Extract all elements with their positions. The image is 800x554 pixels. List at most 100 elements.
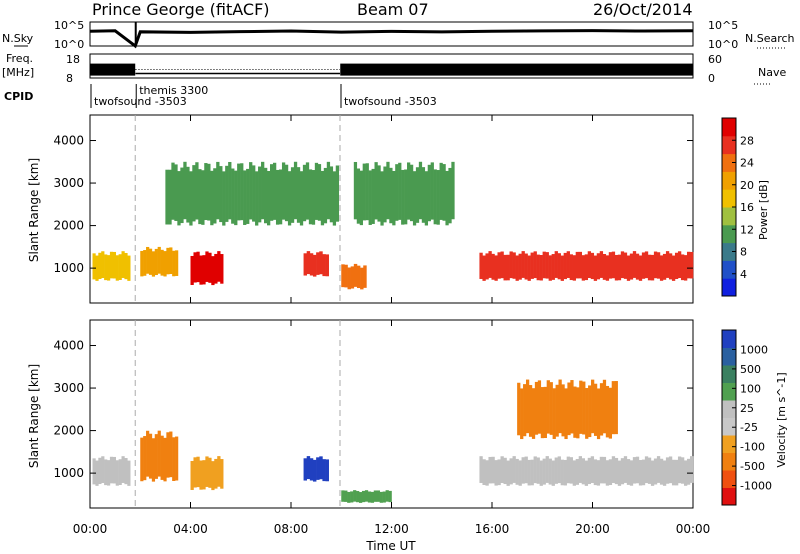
echo-cell [554,457,558,484]
echo-cell [542,458,546,485]
x-tick-label: 00:00 [73,522,108,536]
echo-cell [166,247,170,275]
colorbar-tick-label: 28 [740,134,754,147]
beam-label: Beam 07 [357,0,429,19]
echo-cell [608,459,613,486]
echo-cell [588,385,592,438]
colorbar-cell [722,452,736,471]
echo-cell [506,460,510,486]
echo-cell [124,458,128,485]
echo-cell [421,167,426,223]
echo-cell [267,170,271,226]
echo-cell [614,381,618,435]
echo-cell [287,171,292,226]
echo-cell [575,251,579,279]
echo-cell [491,253,495,280]
echo-cell [578,456,583,483]
echo-cell [542,251,546,279]
echo-cell [520,388,524,440]
echo-cell [415,167,420,223]
colorbar-tick-label: 8 [740,246,747,259]
echo-cell [587,251,592,278]
echo-cell [322,459,326,482]
echo-cell [593,255,598,281]
station-title: Prince George (fitACF) [92,0,270,19]
echo-cell [237,163,241,221]
echo-cell [602,456,607,484]
echo-cell [593,383,598,436]
colorbar-cell [722,487,736,506]
echo-cell [540,387,545,439]
echo-cell [319,456,323,480]
echo-cell [629,460,634,486]
echo-cell [433,169,437,225]
cpid-segment-label: twofsound -3503 [94,95,187,108]
echo-cell [319,251,323,275]
echo-cell [623,456,628,483]
echo-cell [186,166,190,223]
echo-cell [671,255,676,281]
colorbar-tick-label: 24 [740,157,754,170]
echo-cell [290,167,295,223]
echo-cell [647,457,652,484]
echo-cell [572,460,576,486]
echo-cell [272,162,277,220]
echo-cell [326,161,331,220]
echo-cell [680,457,685,484]
echo-cell [306,456,311,480]
echo-cell [210,170,214,226]
y-tick-label: 3000 [53,381,84,395]
y-tick-label: 3000 [53,176,84,190]
echo-cell [341,264,345,288]
echo-cell [650,460,655,486]
echo-cell [557,253,561,280]
echo-cell [305,162,310,220]
echo-cell [503,457,507,485]
echo-cell [211,461,215,491]
colorbar-cell [722,417,736,436]
echo-cell [528,385,533,437]
echo-cell [407,162,411,220]
velocity-data [92,379,694,503]
echo-cell [118,254,122,280]
echo-cell [172,437,176,481]
echo-cell [590,252,595,280]
echo-cell [190,255,194,285]
echo-cell [208,457,212,488]
echo-cell [534,381,539,435]
echo-cell [537,380,542,434]
echo-cell [665,457,670,484]
echo-cell [590,456,595,483]
y-tick-label: 4000 [53,134,84,148]
colorbar-cell [722,171,736,190]
echo-cell [521,251,525,278]
echo-cell [536,254,540,281]
echo-cell [202,460,206,490]
colorbar-cell [722,242,736,261]
echo-cell [353,490,357,502]
echo-cell [482,255,486,281]
echo-cell [207,163,211,221]
colorbar-tick-label: 12 [740,223,754,236]
echo-cell [344,264,348,288]
echo-cell [548,458,552,485]
echo-cell [216,161,220,220]
echo-cell [567,382,571,436]
echo-cell [228,161,232,220]
echo-cell [515,255,519,281]
echo-cell [632,457,637,484]
echo-cell [551,254,555,280]
echo-cell [353,161,358,220]
echo-cell [531,388,536,439]
nave-tick-bottom: 0 [708,72,715,85]
colorbar-cell [722,330,736,348]
echo-cell [581,458,586,485]
date-label: 26/Oct/2014 [593,0,693,19]
y-tick-label: 1000 [53,466,84,480]
x-tick-label: 16:00 [475,522,510,536]
echo-cell [296,167,301,223]
echo-cell [509,251,513,279]
echo-cell [104,254,108,281]
echo-cell [611,251,616,279]
